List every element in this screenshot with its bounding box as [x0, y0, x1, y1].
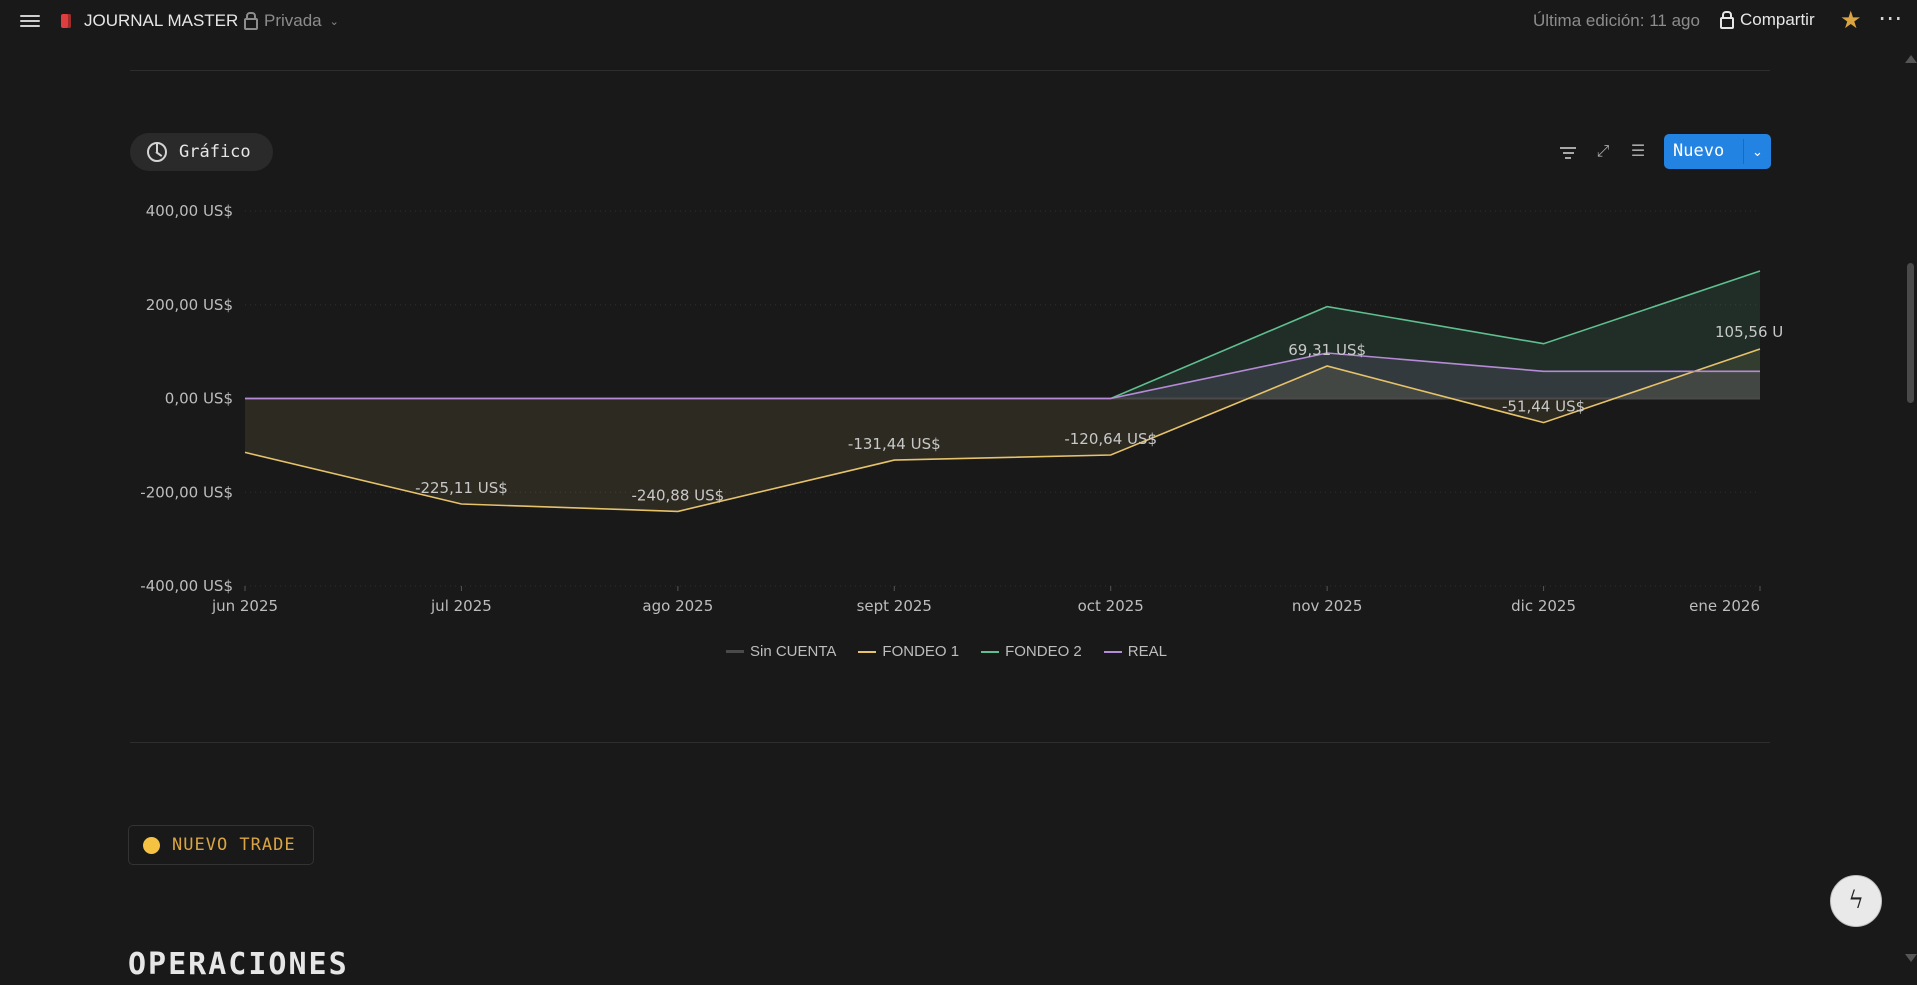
chart-legend: Sin CUENTA FONDEO 1 FONDEO 2 REAL	[726, 643, 1167, 660]
lock-icon	[244, 12, 258, 30]
series-area-1	[245, 349, 1760, 512]
data-labels: -225,11 US$ -240,88 US$ -131,44 US$ -120,64…	[415, 323, 1783, 504]
legend-label: FONDEO 2	[1005, 643, 1082, 660]
series-areas	[245, 271, 1760, 512]
scroll-thumb[interactable]	[1907, 263, 1914, 403]
view-tab-label: Gráfico	[179, 142, 251, 162]
share-label: Compartir	[1740, 10, 1815, 29]
x-tick-label: nov 2025	[1292, 597, 1363, 615]
y-tick-label: -400,00 US$	[140, 577, 233, 595]
privacy-selector[interactable]: Privada ⌄	[244, 11, 339, 31]
new-trade-label: NUEVO TRADE	[172, 835, 296, 855]
new-button-separator	[1743, 139, 1744, 164]
divider	[130, 742, 1770, 743]
y-tick-label: 400,00 US$	[146, 202, 233, 220]
data-label: -225,11 US$	[415, 479, 508, 497]
chevron-down-icon: ⌄	[329, 15, 339, 28]
legend-label: FONDEO 1	[882, 643, 960, 660]
y-tick-label: -200,00 US$	[140, 483, 233, 501]
filter-icon[interactable]	[1557, 141, 1579, 166]
scroll-up-arrow[interactable]	[1905, 55, 1917, 63]
x-tick-label: jul 2025	[430, 597, 492, 615]
divider	[130, 70, 1770, 71]
legend-swatch	[726, 650, 744, 653]
star-icon[interactable]: ★	[1840, 7, 1862, 34]
help-icon[interactable]: ϟ	[1830, 875, 1882, 927]
x-tick-label: jun 2025	[211, 597, 278, 615]
legend-swatch	[1103, 650, 1122, 653]
data-label: -51,44 US$	[1502, 398, 1585, 416]
data-label: -120,64 US$	[1064, 430, 1157, 448]
series-line-1[interactable]	[244, 348, 1761, 513]
scroll-down-arrow[interactable]	[1905, 954, 1917, 962]
legend-item-fondeo-2[interactable]: FONDEO 2	[981, 643, 1082, 660]
section-title: OPERACIONES	[128, 947, 349, 982]
legend-swatch	[858, 650, 877, 653]
view-tab-chart[interactable]: Gráfico	[130, 133, 273, 171]
expand-icon[interactable]: ⤢	[1596, 143, 1610, 160]
x-tick-label: oct 2025	[1078, 597, 1144, 615]
series-line-3[interactable]	[245, 352, 1760, 400]
data-label: 105,56 U	[1715, 323, 1783, 341]
pie-chart-icon	[147, 142, 167, 162]
x-tick-label: ago 2025	[642, 597, 713, 615]
new-button-label: Nuevo	[1673, 141, 1725, 161]
last-edit-label: Última edición: 11 ago	[1533, 11, 1700, 30]
legend-swatch	[981, 650, 1000, 653]
hamburger-icon[interactable]	[20, 12, 40, 30]
x-tick-label: sept 2025	[857, 597, 932, 615]
page-title[interactable]: JOURNAL MASTER	[84, 11, 239, 30]
y-tick-label: 0,00 US$	[165, 390, 233, 408]
legend-label: Sin CUENTA	[750, 643, 837, 660]
legend-item-real[interactable]: REAL	[1103, 643, 1167, 660]
new-trade-button[interactable]: NUEVO TRADE	[128, 825, 314, 865]
area-chart: 400,00 US$ 200,00 US$ 0,00 US$ -200,00 US$ -…	[140, 202, 1783, 615]
series-area-3	[245, 353, 1760, 399]
x-tick-label: ene 2026	[1689, 597, 1760, 615]
book-icon	[61, 14, 71, 28]
x-tick-label: dic 2025	[1511, 597, 1576, 615]
series-area-2	[245, 271, 1760, 399]
more-icon[interactable]: ⋯	[1878, 5, 1903, 32]
top-bar: JOURNAL MASTER Privada ⌄ Última edición:…	[0, 0, 1917, 44]
new-button[interactable]: Nuevo ⌄	[1664, 134, 1771, 169]
scrollbar[interactable]	[1904, 55, 1917, 962]
legend-label: REAL	[1127, 643, 1167, 660]
y-tick-label: 200,00 US$	[146, 296, 233, 314]
axes: 400,00 US$ 200,00 US$ 0,00 US$ -200,00 US$ -…	[140, 202, 1761, 615]
data-label: 69,31 US$	[1288, 341, 1366, 359]
share-button[interactable]: Compartir	[1720, 10, 1815, 30]
lock-icon	[1720, 11, 1734, 29]
data-label: -240,88 US$	[631, 486, 724, 504]
series-lines	[244, 270, 1761, 513]
legend-item-sin-cuenta[interactable]: Sin CUENTA	[726, 643, 836, 660]
chevron-down-icon[interactable]: ⌄	[1752, 144, 1763, 159]
sliders-icon[interactable]: ☰	[1630, 143, 1646, 160]
yellow-circle-icon	[143, 836, 160, 854]
data-label: -131,44 US$	[848, 435, 941, 453]
privacy-label: Privada	[264, 11, 322, 30]
legend-item-fondeo-1[interactable]: FONDEO 1	[858, 643, 959, 660]
